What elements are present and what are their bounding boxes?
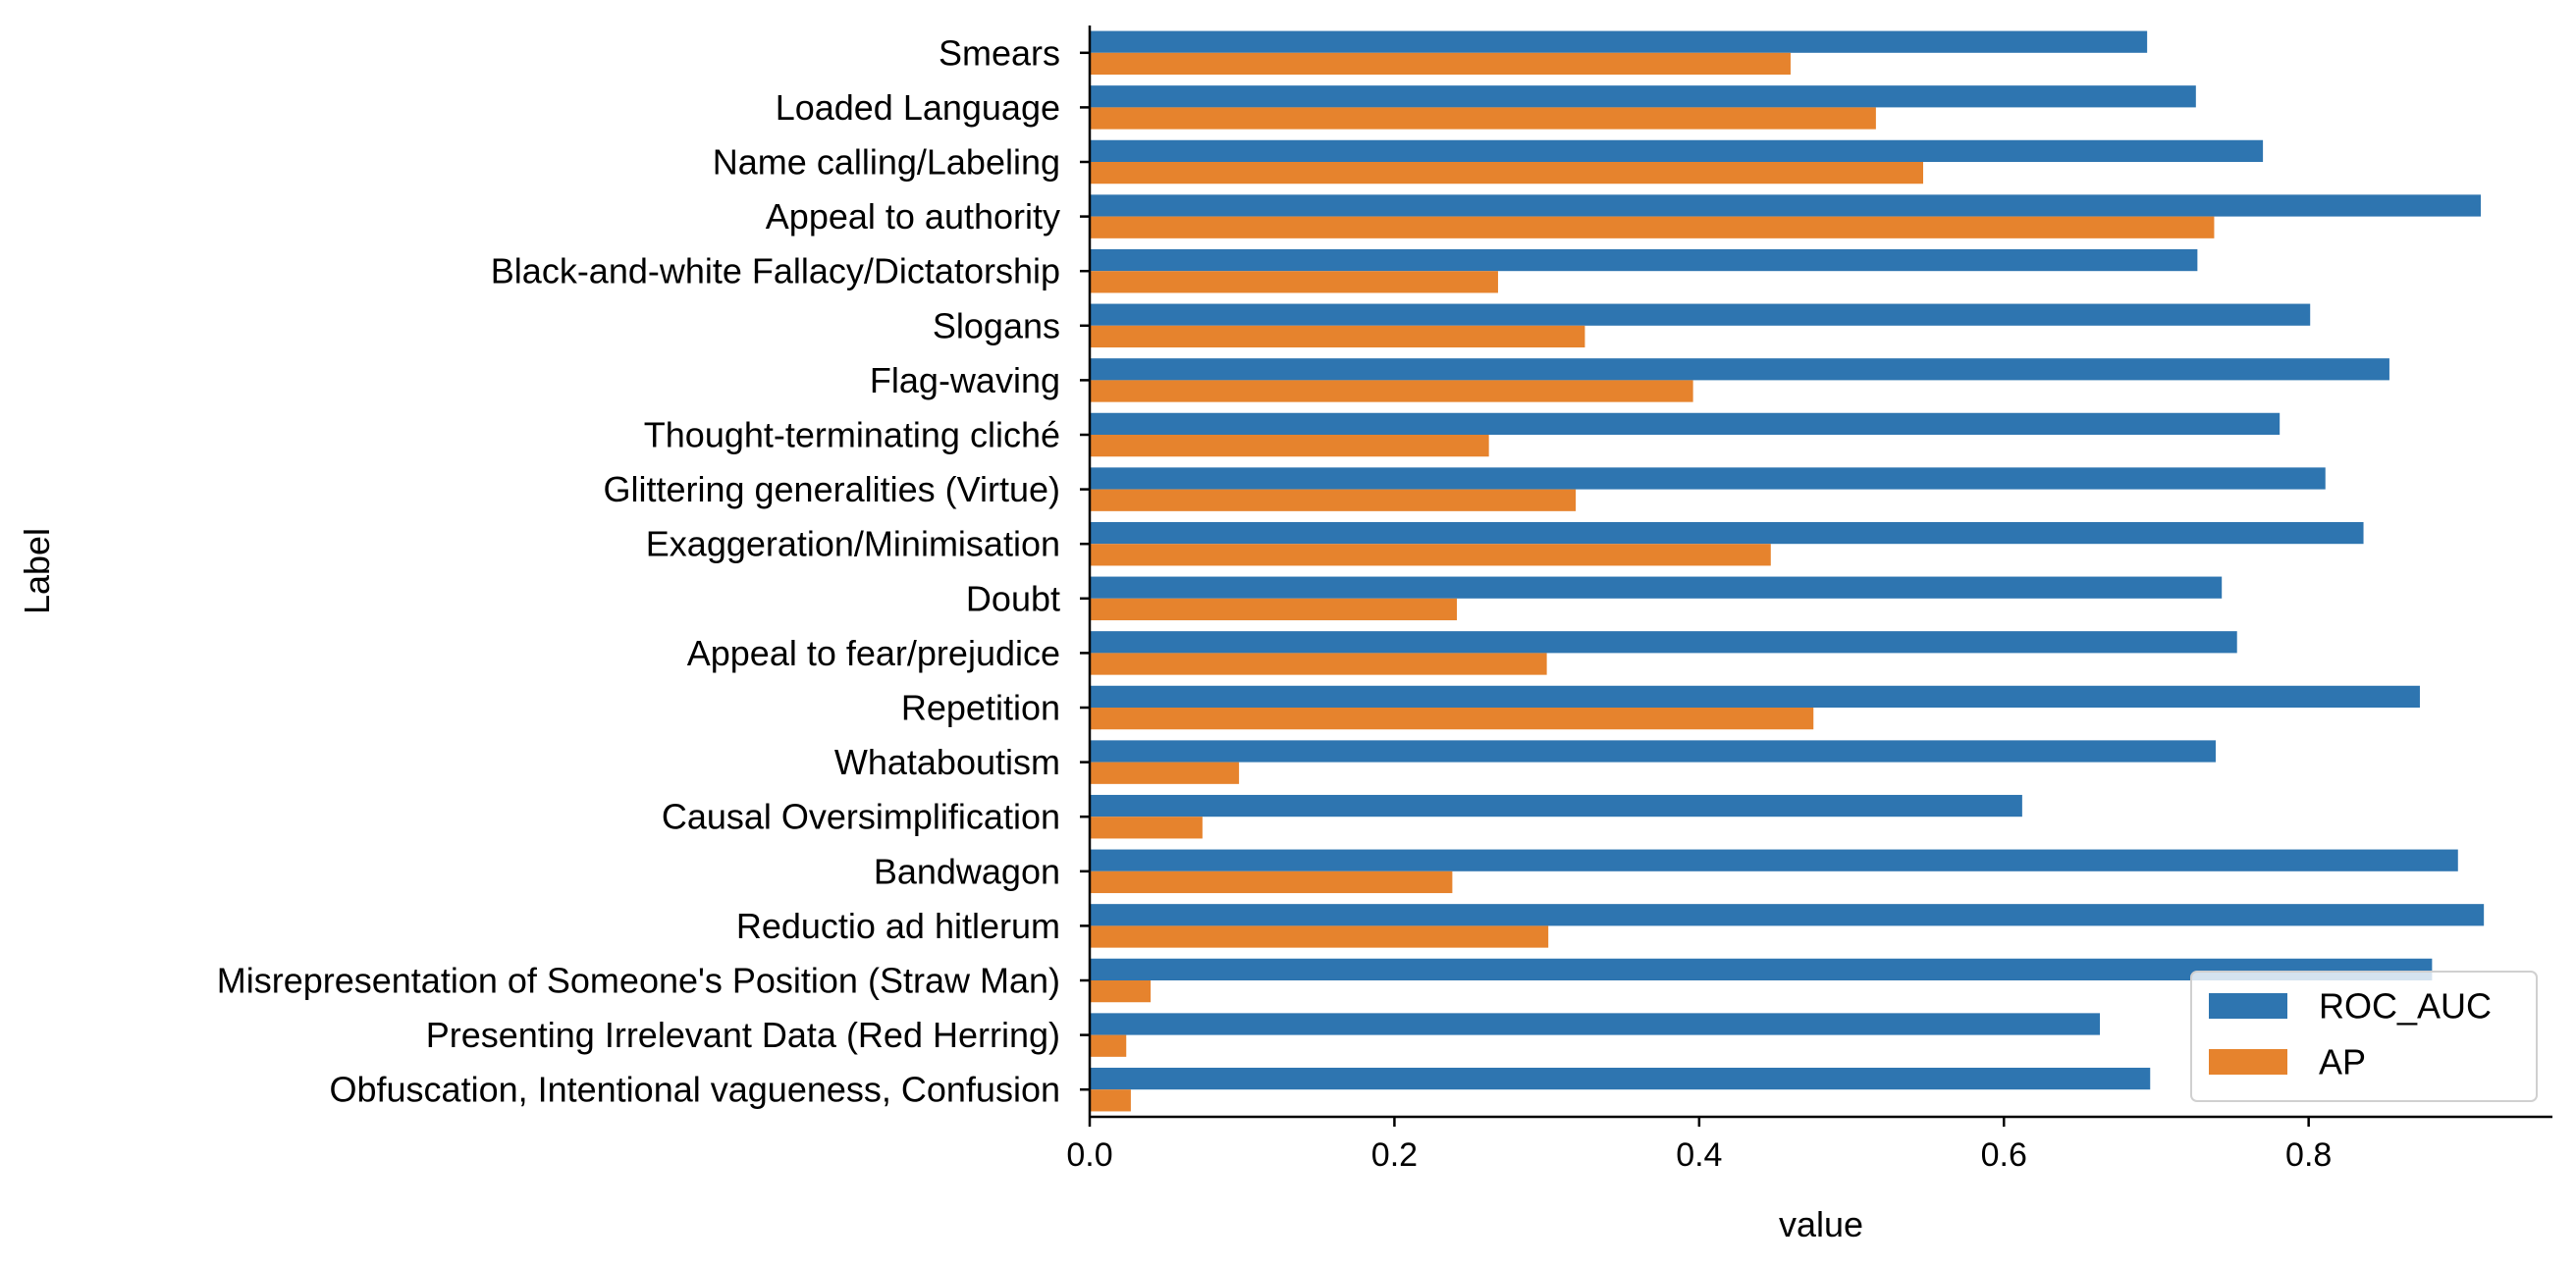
category-label-reductio-ad-hitlerum: Reductio ad hitlerum bbox=[736, 906, 1060, 946]
bar-roc-auc-whataboutism bbox=[1090, 740, 2216, 763]
legend-label-roc-auc: ROC_AUC bbox=[2319, 986, 2492, 1027]
category-label-loaded-language: Loaded Language bbox=[776, 87, 1060, 128]
bar-roc-auc-doubt bbox=[1090, 576, 2223, 599]
category-label-presenting-irrelevant-data-red-herring: Presenting Irrelevant Data (Red Herring) bbox=[426, 1015, 1060, 1055]
bar-ap-slogans bbox=[1090, 325, 1585, 348]
bar-ap-causal-oversimplification bbox=[1090, 817, 1203, 839]
bar-roc-auc-exaggeration-minimisation bbox=[1090, 521, 2364, 545]
bar-roc-auc-repetition bbox=[1090, 685, 2420, 708]
bar-ap-repetition bbox=[1090, 708, 1814, 730]
bar-ap-black-and-white-fallacy-dictatorship bbox=[1090, 271, 1498, 293]
category-label-repetition: Repetition bbox=[901, 688, 1060, 728]
bar-roc-auc-presenting-irrelevant-data-red-herring bbox=[1090, 1013, 2101, 1035]
bar-ap-smears bbox=[1090, 52, 1791, 76]
x-axis-ticks: 0.0 0.2 0.4 0.6 0.8 bbox=[1066, 1117, 2332, 1174]
category-label-bandwagon: Bandwagon bbox=[874, 851, 1060, 891]
bar-roc-auc-appeal-to-fear-prejudice bbox=[1090, 631, 2237, 654]
x-axis-title: value bbox=[1779, 1204, 1863, 1244]
bar-ap-reductio-ad-hitlerum bbox=[1090, 925, 1549, 948]
bar-roc-auc-glittering-generalities-virtue bbox=[1090, 467, 2326, 490]
category-label-flag-waving: Flag-waving bbox=[870, 360, 1060, 400]
legend-swatch-ap bbox=[2209, 1049, 2287, 1075]
bar-ap-appeal-to-fear-prejudice bbox=[1090, 653, 1547, 675]
x-tick-label: 0.0 bbox=[1066, 1136, 1112, 1174]
legend-label-ap: AP bbox=[2319, 1042, 2366, 1082]
category-label-whataboutism: Whataboutism bbox=[834, 742, 1060, 782]
bar-ap-glittering-generalities-virtue bbox=[1090, 489, 1577, 511]
x-tick-label: 0.4 bbox=[1676, 1136, 1722, 1174]
legend-swatch-roc-auc bbox=[2209, 993, 2287, 1019]
category-label-obfuscation-intentional-vagueness-confusion: Obfuscation, Intentional vagueness, Conf… bbox=[330, 1070, 1061, 1110]
category-label-appeal-to-authority: Appeal to authority bbox=[766, 196, 1060, 237]
legend: ROC_AUC AP bbox=[2190, 971, 2538, 1102]
bar-ap-appeal-to-authority bbox=[1090, 216, 2215, 238]
category-label-thought-terminating-clich: Thought-terminating cliché bbox=[644, 415, 1060, 455]
bar-ap-loaded-language bbox=[1090, 107, 1876, 130]
bar-roc-auc-appeal-to-authority bbox=[1090, 194, 2482, 217]
category-label-black-and-white-fallacy-dictatorship: Black-and-white Fallacy/Dictatorship bbox=[491, 251, 1060, 291]
bar-roc-auc-slogans bbox=[1090, 303, 2311, 326]
x-tick-label: 0.6 bbox=[1981, 1136, 2027, 1174]
bar-ap-bandwagon bbox=[1090, 870, 1453, 894]
bar-roc-auc-smears bbox=[1090, 30, 2148, 53]
category-label-appeal-to-fear-prejudice: Appeal to fear/prejudice bbox=[687, 633, 1060, 673]
category-label-glittering-generalities-virtue: Glittering generalities (Virtue) bbox=[603, 469, 1060, 509]
bar-roc-auc-black-and-white-fallacy-dictatorship bbox=[1090, 248, 2198, 272]
bar-ap-exaggeration-minimisation bbox=[1090, 544, 1771, 566]
x-tick-label: 0.2 bbox=[1371, 1136, 1418, 1174]
bar-ap-doubt bbox=[1090, 598, 1458, 621]
bar-roc-auc-loaded-language bbox=[1090, 85, 2196, 108]
bar-ap-whataboutism bbox=[1090, 762, 1240, 784]
category-label-slogans: Slogans bbox=[933, 305, 1060, 345]
bar-roc-auc-name-calling-labeling bbox=[1090, 139, 2264, 162]
category-label-misrepresentation-of-someone-s-position-straw-man: Misrepresentation of Someone's Position … bbox=[217, 961, 1060, 1001]
bar-roc-auc-misrepresentation-of-someone-s-position-straw-man bbox=[1090, 958, 2433, 980]
bar-ap-misrepresentation-of-someone-s-position-straw-man bbox=[1090, 980, 1152, 1003]
bar-roc-auc-obfuscation-intentional-vagueness-confusion bbox=[1090, 1067, 2151, 1090]
bar-roc-auc-reductio-ad-hitlerum bbox=[1090, 904, 2485, 926]
bar-ap-thought-terminating-clich bbox=[1090, 435, 1489, 457]
bar-roc-auc-flag-waving bbox=[1090, 358, 2389, 381]
bar-ap-obfuscation-intentional-vagueness-confusion bbox=[1090, 1089, 1131, 1112]
bars-group bbox=[1090, 30, 2485, 1112]
category-label-causal-oversimplification: Causal Oversimplification bbox=[662, 797, 1060, 837]
category-label-name-calling-labeling: Name calling/Labeling bbox=[713, 142, 1060, 183]
category-labels: Smears Loaded Language Name calling/Labeli… bbox=[217, 32, 1090, 1110]
bar-ap-presenting-irrelevant-data-red-herring bbox=[1090, 1034, 1127, 1057]
bar-ap-name-calling-labeling bbox=[1090, 162, 1923, 185]
y-axis-title: Label bbox=[17, 528, 57, 614]
bar-ap-flag-waving bbox=[1090, 380, 1693, 402]
bar-roc-auc-causal-oversimplification bbox=[1090, 794, 2022, 818]
bar-roc-auc-bandwagon bbox=[1090, 849, 2458, 871]
category-label-exaggeration-minimisation: Exaggeration/Minimisation bbox=[646, 524, 1060, 564]
x-tick-label: 0.8 bbox=[2285, 1136, 2332, 1174]
category-label-doubt: Doubt bbox=[966, 578, 1060, 618]
category-label-smears: Smears bbox=[939, 32, 1060, 73]
bar-roc-auc-thought-terminating-clich bbox=[1090, 412, 2281, 435]
